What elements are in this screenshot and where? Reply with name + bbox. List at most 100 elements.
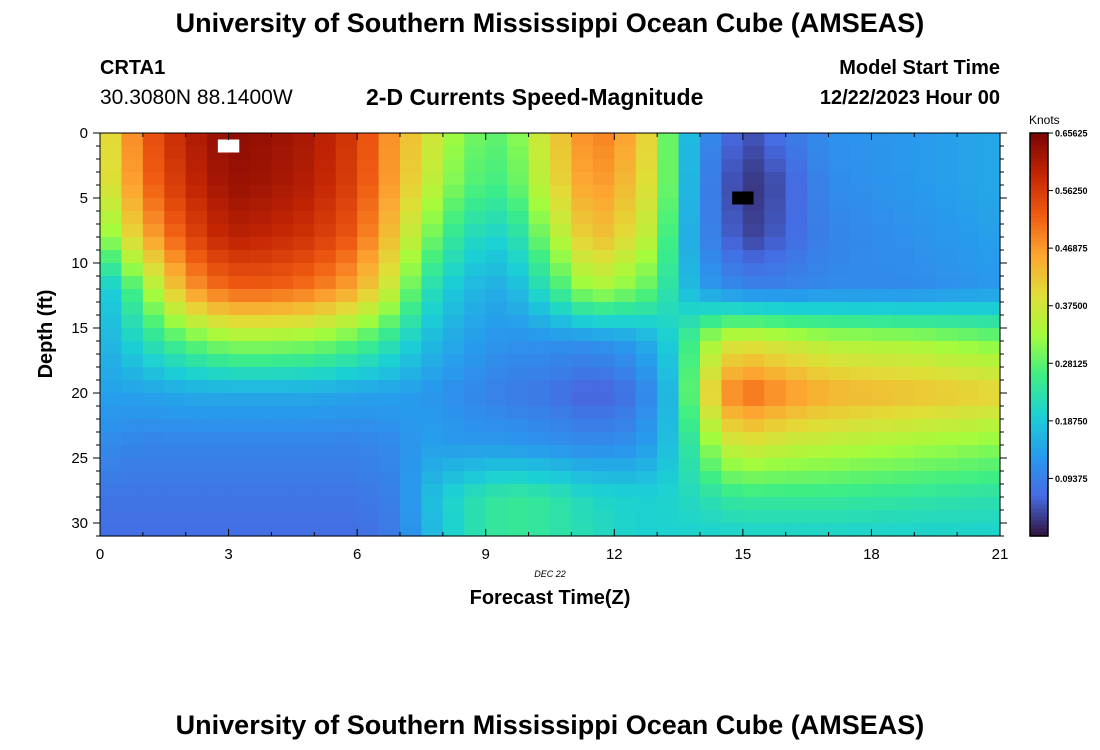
heatmap-cell	[764, 302, 787, 316]
heatmap-cell	[785, 393, 808, 407]
heatmap-cell	[464, 263, 487, 277]
heatmap-cell	[721, 289, 744, 303]
heatmap-cell	[207, 198, 230, 212]
speed-heatmap-chart: 0 3 6 9 12 15 18 21 0 5 10 15 20 25 30 Forecast Time(Z…	[35, 113, 1088, 609]
heatmap-cell	[592, 380, 615, 394]
heatmap-cell	[700, 263, 723, 277]
heatmap-cell	[978, 458, 1001, 472]
heatmap-cell	[700, 393, 723, 407]
heatmap-cell	[292, 133, 315, 147]
heatmap-cell	[957, 224, 980, 238]
heatmap-cell	[442, 146, 465, 160]
heatmap-cell	[121, 146, 144, 160]
heatmap-cell	[721, 497, 744, 511]
colorbar-segment	[1030, 447, 1048, 452]
heatmap-cell	[207, 250, 230, 264]
heatmap-cell	[914, 445, 937, 459]
heatmap-cell	[378, 146, 401, 160]
heatmap-cell	[635, 237, 658, 251]
heatmap-cell	[957, 341, 980, 355]
heatmap-cell	[614, 146, 637, 160]
heatmap-cell	[571, 445, 594, 459]
heatmap-cell	[335, 276, 358, 290]
heatmap-cell	[678, 419, 701, 433]
colorbar-segment	[1030, 145, 1048, 150]
colorbar-segment	[1030, 249, 1048, 255]
heatmap-cell	[335, 523, 358, 537]
heatmap-cell	[592, 458, 615, 472]
heatmap-cell	[828, 341, 851, 355]
heatmap-cell	[464, 328, 487, 342]
colorbar-segment	[1030, 197, 1048, 203]
heatmap-cell	[850, 458, 873, 472]
heatmap-cell	[657, 484, 680, 498]
heatmap-cell	[892, 497, 915, 511]
heatmap-cell	[378, 250, 401, 264]
colorbar-segment	[1030, 511, 1048, 517]
heatmap-cell	[914, 471, 937, 485]
heatmap-cell	[335, 172, 358, 186]
heatmap-cell	[935, 211, 958, 225]
heatmap-cell	[335, 302, 358, 316]
heatmap-cell	[571, 458, 594, 472]
heatmap-cell	[978, 237, 1001, 251]
x-tick-label: 3	[224, 546, 232, 563]
heatmap-cell	[185, 237, 208, 251]
heatmap-cell	[850, 224, 873, 238]
heatmap-cell	[142, 250, 165, 264]
heatmap-cell	[764, 432, 787, 446]
heatmap-cell	[100, 510, 123, 524]
heatmap-cell	[442, 354, 465, 368]
heatmap-cell	[464, 484, 487, 498]
heatmap-cell	[292, 406, 315, 420]
heatmap-cell	[592, 263, 615, 277]
heatmap-cell	[250, 302, 273, 316]
heatmap-cell	[292, 276, 315, 290]
heatmap-cell	[421, 393, 444, 407]
heatmap-cell	[850, 497, 873, 511]
heatmap-cell	[507, 328, 530, 342]
heatmap-cell	[914, 315, 937, 329]
heatmap-cell	[764, 471, 787, 485]
heatmap-cell	[785, 484, 808, 498]
heatmap-cell	[592, 198, 615, 212]
heatmap-cell	[100, 471, 123, 485]
heatmap-cell	[207, 289, 230, 303]
heatmap-cell	[378, 315, 401, 329]
colorbar-segment	[1030, 463, 1048, 469]
heatmap-cell	[914, 263, 937, 277]
heatmap-cell	[635, 445, 658, 459]
heatmap-cell	[100, 328, 123, 342]
heatmap-cell	[507, 159, 530, 173]
heatmap-cell	[421, 133, 444, 147]
heatmap-cell	[828, 380, 851, 394]
heatmap-cell	[142, 185, 165, 199]
heatmap-cell	[464, 445, 487, 459]
heatmap-cell	[935, 419, 958, 433]
colorbar-tick-label: 0.18750	[1055, 416, 1088, 426]
colorbar-segment	[1030, 141, 1048, 146]
heatmap-cell	[614, 250, 637, 264]
heatmap-cell	[292, 458, 315, 472]
heatmap-cell	[292, 263, 315, 277]
colorbar-segment	[1030, 318, 1048, 324]
heatmap-cell	[850, 159, 873, 173]
colorbar-segment	[1030, 451, 1048, 456]
heatmap-cell	[657, 263, 680, 277]
heatmap-cell	[935, 276, 958, 290]
heatmap-cell	[957, 159, 980, 173]
heatmap-cell	[828, 419, 851, 433]
heatmap-cell	[721, 341, 744, 355]
heatmap-cell	[207, 159, 230, 173]
heatmap-cell	[764, 510, 787, 524]
heatmap-cell	[592, 133, 615, 147]
heatmap-cell	[892, 146, 915, 160]
heatmap-cell	[421, 341, 444, 355]
heatmap-cell	[442, 380, 465, 394]
heatmap-cell	[207, 484, 230, 498]
heatmap-cell	[507, 406, 530, 420]
heatmap-cell	[100, 484, 123, 498]
heatmap-cell	[978, 250, 1001, 264]
colorbar-segment	[1030, 495, 1048, 501]
heatmap-cell	[528, 328, 551, 342]
